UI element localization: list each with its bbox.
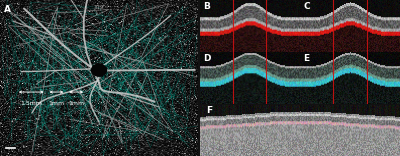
Text: F: F (206, 106, 212, 115)
Text: E: E (303, 54, 309, 63)
Text: 1mm: 1mm (48, 101, 64, 106)
Text: B: B (203, 2, 210, 11)
Text: 1.5mm: 1.5mm (20, 101, 42, 106)
Text: A: A (4, 5, 11, 14)
Circle shape (92, 64, 106, 76)
Text: 1mm: 1mm (68, 101, 84, 106)
Text: D: D (203, 54, 210, 63)
Text: C: C (303, 2, 310, 11)
Text: 319: 319 (94, 5, 104, 10)
